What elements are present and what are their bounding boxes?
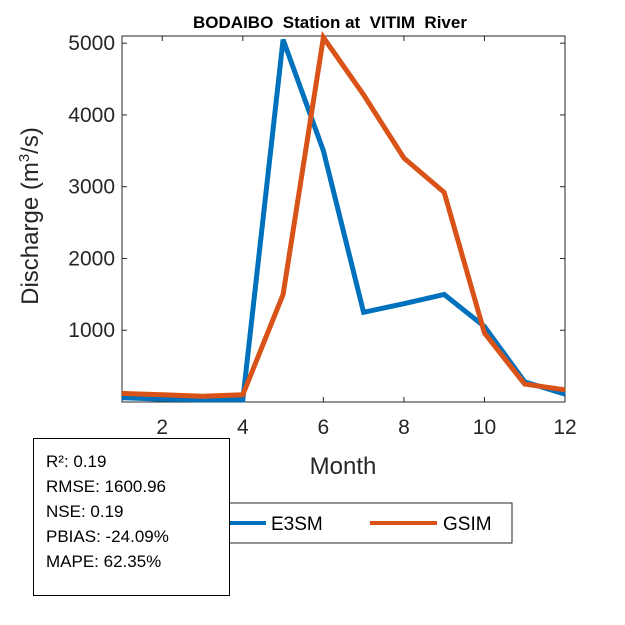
y-tick-label: 4000	[68, 104, 115, 127]
data-series	[121, 30, 566, 403]
legend-label-gsim: GSIM	[443, 514, 492, 535]
metric-rmse: RMSE: 1600.96	[46, 477, 167, 496]
legend-box	[221, 502, 513, 544]
legend-label-e3sm: E3SM	[271, 514, 323, 535]
x-tick-label: 12	[553, 416, 576, 439]
y-axis-label: Discharge (m3/s)	[16, 127, 44, 305]
chart-title: BODAIBO Station at VITIM River	[193, 13, 467, 32]
y-axis-label-suffix: /s)	[17, 127, 44, 154]
metric-pbias: PBIAS: -24.09%	[46, 527, 169, 546]
metric-nse: NSE: 0.19	[46, 502, 124, 521]
x-tick-label: 2	[156, 416, 168, 439]
y-tick-label: 5000	[68, 32, 115, 55]
y-tick-label: 1000	[68, 319, 115, 342]
metric-r2: R²: 0.19	[46, 452, 107, 471]
legend: E3SM GSIM	[221, 502, 513, 544]
y-axis-label-prefix: Discharge (m	[17, 162, 44, 305]
x-axis-ticks: 2 4 6 8 10 12	[156, 36, 577, 439]
series-line-e3sm	[121, 38, 566, 403]
metric-mape: MAPE: 62.35%	[46, 552, 162, 571]
y-tick-label: 2000	[68, 247, 115, 270]
y-axis-ticks: 1000 2000 3000 4000 5000	[68, 32, 565, 342]
y-tick-label: 3000	[68, 176, 115, 199]
metrics-box: R²: 0.19 RMSE: 1600.96 NSE: 0.19 PBIAS: …	[33, 438, 230, 596]
x-tick-label: 4	[237, 416, 249, 439]
x-tick-label: 10	[473, 416, 496, 439]
x-tick-label: 8	[398, 416, 410, 439]
series-line-gsim	[121, 30, 566, 399]
y-axis-label-sup: 3	[16, 154, 33, 162]
x-axis-label: Month	[310, 453, 377, 480]
x-tick-label: 6	[318, 416, 330, 439]
